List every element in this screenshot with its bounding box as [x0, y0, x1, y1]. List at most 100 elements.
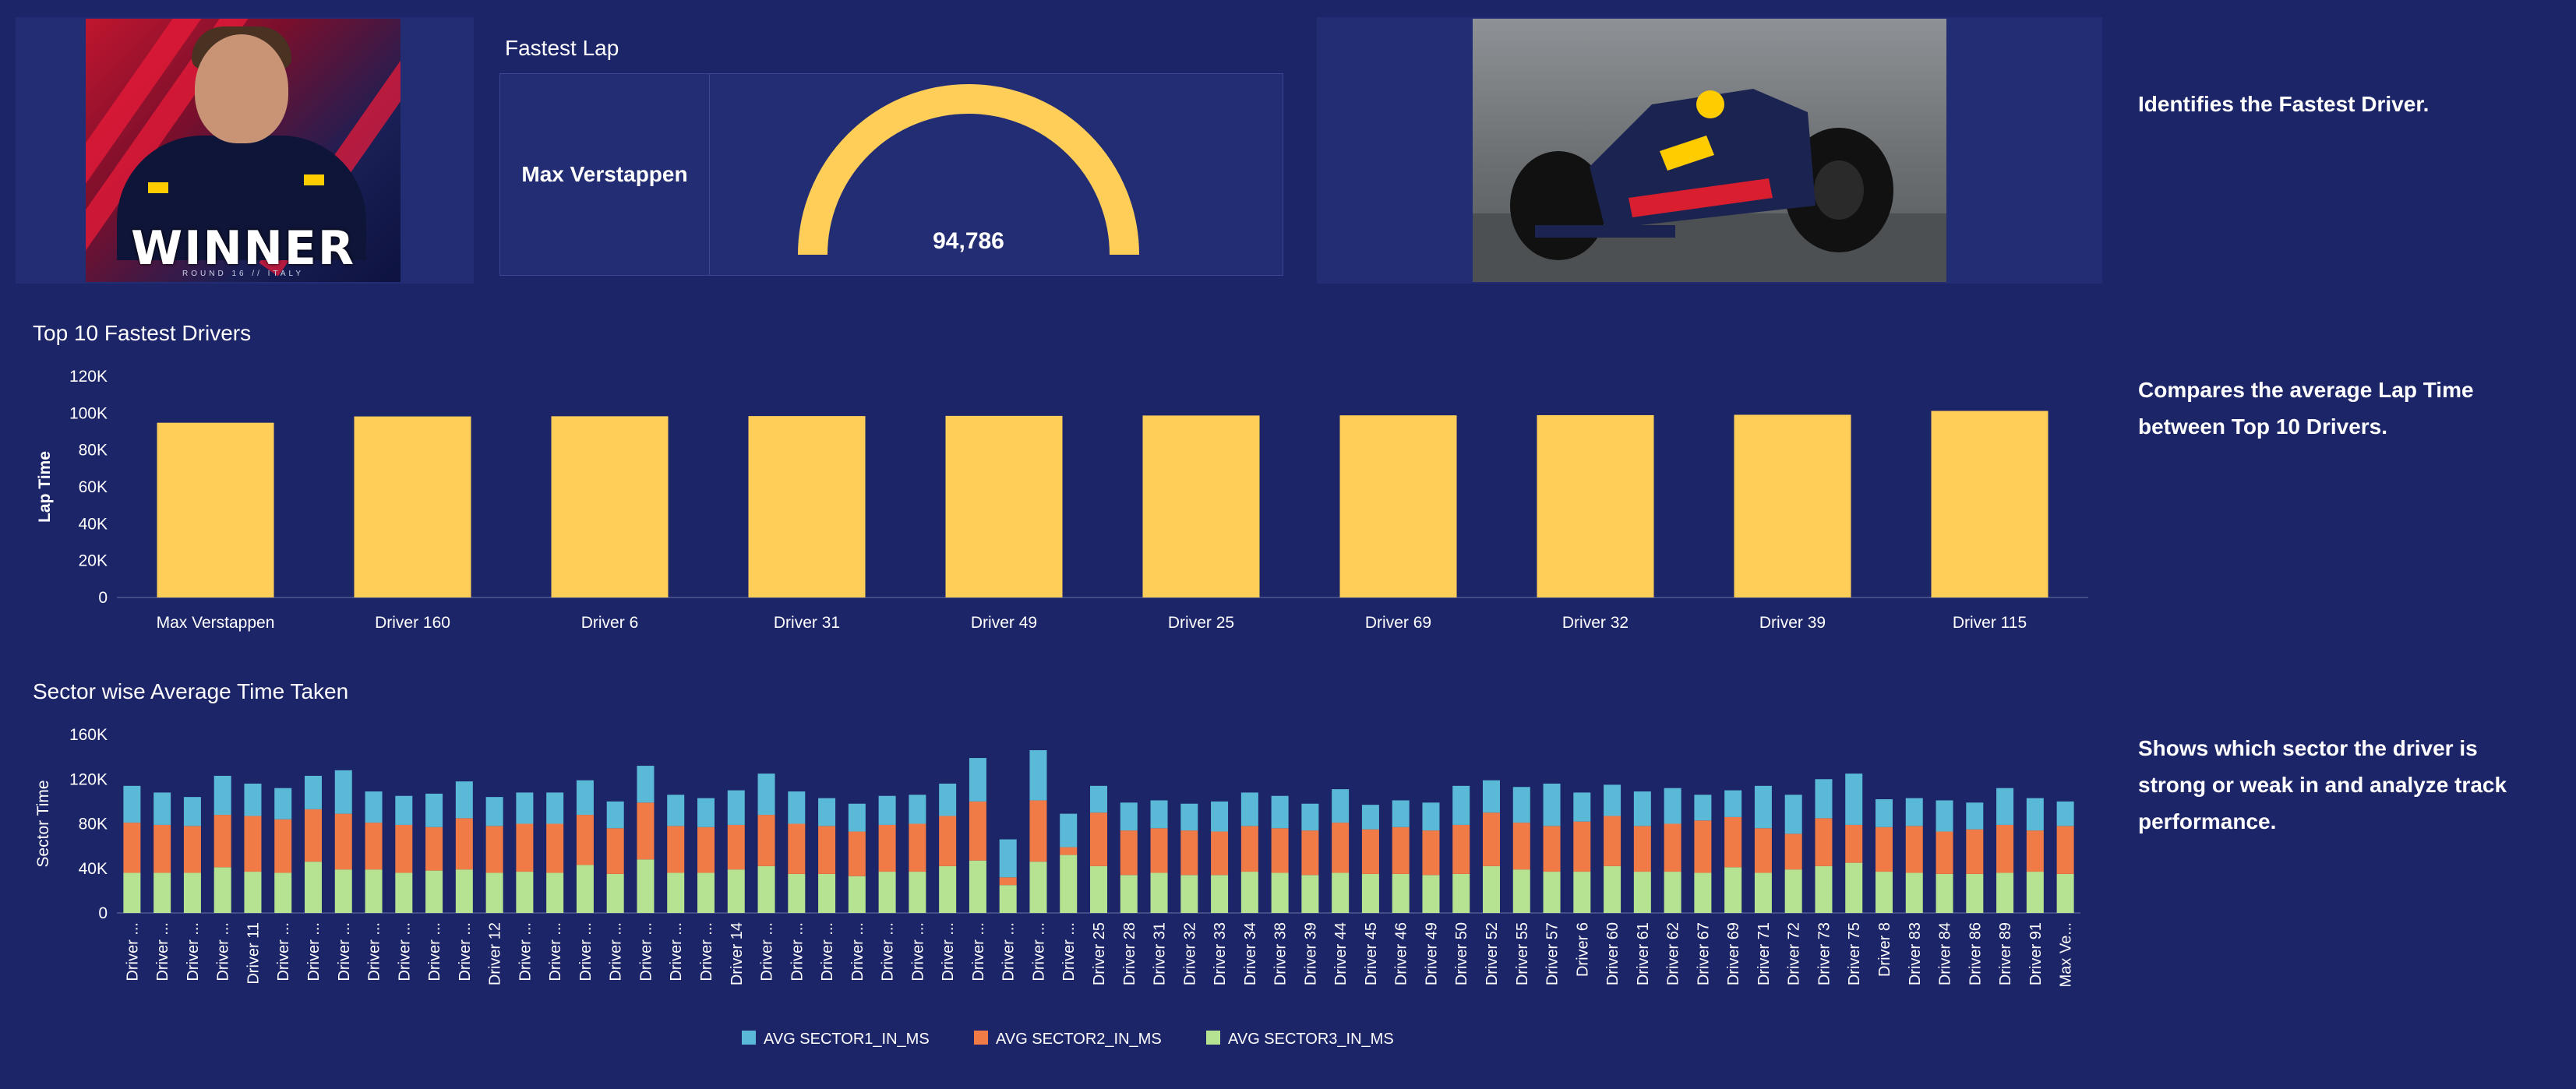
segment-s2-26	[878, 824, 896, 872]
segment-s1-42	[1361, 805, 1379, 830]
segment-s1-18	[637, 766, 655, 803]
segment-s1-30	[999, 839, 1017, 878]
segment-s3-24	[818, 873, 836, 913]
segment-s2-9	[365, 823, 383, 870]
x-tick-label: Driver 83	[1907, 922, 1924, 985]
y-tick-label: 80K	[79, 442, 108, 460]
segment-s2-24	[818, 826, 836, 874]
x-tick-label: Driver ...	[909, 922, 926, 982]
segment-s3-42	[1361, 873, 1379, 913]
segment-s1-52	[1664, 788, 1681, 824]
segment-s1-10	[395, 795, 413, 825]
segment-s1-51	[1633, 791, 1651, 826]
segment-s3-53	[1694, 872, 1712, 913]
segment-s2-6	[274, 819, 292, 873]
segment-s3-57	[1815, 865, 1833, 913]
x-tick-label: Driver 67	[1695, 922, 1712, 985]
segment-s3-13	[485, 872, 503, 913]
segment-s1-20	[697, 798, 715, 827]
sector-chart-title: Sector wise Average Time Taken	[33, 679, 349, 703]
segment-s1-39	[1271, 795, 1289, 829]
x-tick-label: Driver 46	[1393, 922, 1410, 985]
y-tick-label: 0	[98, 904, 108, 922]
x-tick-label: Driver ...	[608, 922, 625, 982]
x-tick-label: Driver 31	[774, 614, 840, 632]
segment-s2-54	[1724, 816, 1742, 868]
x-tick-label: Driver ...	[759, 922, 776, 982]
segment-s3-41	[1332, 872, 1350, 913]
x-tick-label: Driver ...	[275, 922, 292, 982]
segment-s1-3	[183, 797, 201, 826]
legend-swatch-1	[742, 1031, 756, 1045]
segment-s1-12	[455, 781, 473, 819]
segment-s1-9	[365, 791, 383, 823]
x-tick-label: Max Verstappen	[157, 614, 275, 632]
segment-s2-39	[1271, 828, 1289, 873]
segment-s3-30	[999, 885, 1017, 913]
segment-s1-36	[1180, 803, 1198, 831]
gauge-arc	[798, 84, 1139, 256]
x-tick-label: Driver 33	[1212, 922, 1229, 985]
segment-s1-54	[1724, 790, 1742, 817]
segment-s3-45	[1452, 873, 1470, 913]
segment-s2-50	[1604, 816, 1621, 866]
top10-chart-title: Top 10 Fastest Drivers	[33, 321, 252, 345]
segment-s2-13	[485, 826, 503, 873]
segment-s3-20	[697, 872, 715, 913]
x-tick-label: Driver 61	[1635, 922, 1652, 985]
segment-s3-15	[546, 872, 564, 913]
segment-s2-16	[576, 815, 594, 865]
segment-s1-48	[1543, 783, 1561, 826]
segment-s1-22	[757, 774, 775, 816]
segment-s2-51	[1633, 826, 1651, 872]
segment-s2-33	[1090, 812, 1107, 866]
x-tick-label: Driver ...	[517, 922, 534, 982]
x-tick-label: Driver 28	[1121, 922, 1138, 985]
x-tick-label: Driver 31	[1152, 922, 1169, 985]
segment-s3-62	[1966, 873, 1984, 913]
segment-s1-50	[1604, 784, 1621, 816]
car-image-tile	[1317, 17, 2102, 284]
x-tick-label: Driver ...	[457, 922, 474, 982]
segment-s2-62	[1966, 829, 1984, 874]
segment-s1-60	[1905, 798, 1923, 826]
segment-s2-34	[1120, 830, 1138, 876]
x-tick-label: Driver ...	[305, 922, 323, 982]
segment-s1-58	[1845, 774, 1863, 825]
segment-s2-3	[183, 826, 201, 873]
segment-s2-14	[516, 823, 534, 872]
segment-s1-1	[123, 785, 141, 823]
segment-s2-47	[1512, 823, 1530, 870]
y-tick-label: 40K	[79, 515, 108, 533]
segment-s1-29	[969, 758, 986, 802]
segment-s2-42	[1361, 829, 1379, 874]
x-tick-label: Driver 39	[1302, 922, 1319, 985]
description-top10: Compares the average Lap Time between To…	[2138, 378, 2474, 439]
x-tick-label: Driver 25	[1168, 614, 1234, 632]
segment-s2-60	[1905, 826, 1923, 873]
segment-s3-22	[757, 865, 775, 913]
x-tick-label: Driver ...	[1000, 922, 1018, 982]
y-axis-label: Lap Time	[36, 451, 54, 523]
segment-s1-7	[305, 775, 322, 809]
segment-s1-4	[213, 775, 231, 816]
segment-s1-15	[546, 792, 564, 824]
segment-s3-37	[1211, 875, 1229, 913]
x-tick-label: Driver 50	[1453, 922, 1470, 985]
segment-s3-46	[1483, 865, 1500, 913]
segment-s2-15	[546, 823, 564, 873]
segment-s2-46	[1483, 812, 1500, 866]
legend-label-1: AVG SECTOR1_IN_MS	[764, 1031, 930, 1048]
segment-s2-23	[788, 823, 806, 874]
segment-s2-49	[1573, 821, 1591, 872]
x-tick-label: Driver 11	[245, 922, 262, 985]
segment-s1-14	[516, 792, 534, 824]
x-tick-label: Driver 71	[1756, 922, 1773, 985]
segment-s1-63	[1996, 788, 2014, 825]
x-tick-label: Driver 6	[581, 614, 639, 632]
segment-s3-31	[1029, 862, 1047, 913]
y-axis-label: Sector Time	[34, 780, 52, 867]
segment-s3-33	[1090, 865, 1107, 913]
segment-s1-19	[667, 795, 685, 826]
x-tick-label: Driver 73	[1816, 922, 1833, 985]
